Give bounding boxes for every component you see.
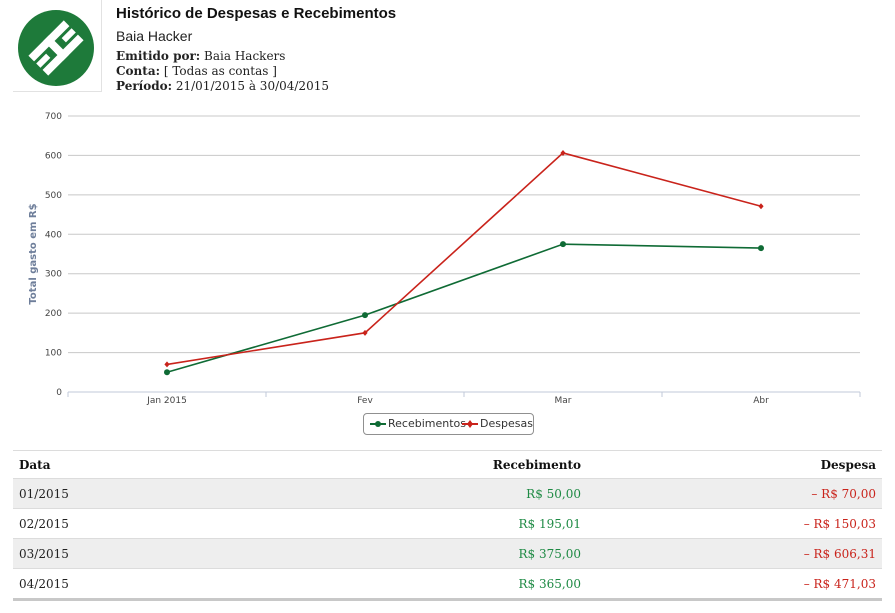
legend-label: Recebimentos (388, 417, 466, 430)
y-tick-label: 100 (45, 349, 62, 359)
table-row: 02/2015 R$ 195,01 – R$ 150,03 (13, 508, 882, 539)
data-point (164, 361, 170, 368)
period: Período: 21/01/2015 à 30/04/2015 (116, 79, 329, 93)
table-row: 01/2015 R$ 50,00 – R$ 70,00 (13, 478, 882, 509)
x-tick-label: Jan 2015 (146, 396, 187, 406)
row-expense: – R$ 606,31 (587, 538, 882, 569)
row-income: R$ 195,01 (225, 508, 587, 539)
data-point (560, 241, 566, 248)
header-date: Data (13, 450, 225, 479)
row-expense: – R$ 471,03 (587, 568, 882, 601)
x-tick-label: Mar (555, 396, 572, 406)
legend-label: Despesas (480, 417, 533, 430)
y-axis-title: Total gasto em R$ (28, 203, 39, 304)
report-header: Histórico de Despesas e Recebimentos Bai… (13, 0, 888, 93)
y-tick-label: 400 (45, 230, 62, 240)
series-line-recebimentos (166, 243, 762, 374)
row-date: 02/2015 (13, 508, 225, 539)
logo-mark (28, 20, 84, 76)
legend-line-diamond-icon (462, 420, 478, 428)
chart-legend: Recebimentos Despesas (363, 413, 534, 435)
data-point (164, 369, 170, 376)
y-tick-label: 500 (45, 191, 62, 201)
row-income: R$ 50,00 (225, 478, 587, 509)
x-tick-label: Fev (357, 396, 373, 406)
y-tick-label: 700 (45, 112, 62, 122)
emitted-by-label: Emitido por: (116, 49, 201, 63)
report-title: Histórico de Despesas e Recebimentos (116, 5, 397, 22)
y-tick-label: 200 (45, 309, 62, 319)
data-point (758, 245, 764, 252)
y-tick-label: 300 (45, 270, 62, 280)
account-value: [ Todas as contas ] (160, 64, 277, 78)
legend-line-circle-icon (370, 421, 386, 427)
emitted-by-value: Baia Hackers (200, 49, 286, 63)
logo-emblem-icon (18, 10, 94, 86)
line-chart: 0 100 200 300 400 500 600 700 Jan 2015 Fev Mar Abr T… (28, 112, 861, 406)
table-row: 04/2015 R$ 365,00 – R$ 471,03 (13, 568, 882, 601)
company-logo (13, 0, 102, 92)
data-point (560, 149, 566, 156)
company-name: Baia Hacker (116, 28, 193, 44)
data-point (362, 312, 368, 319)
row-income: R$ 365,00 (225, 568, 587, 601)
period-label: Período: (116, 79, 173, 93)
emitted-by: Emitido por: Baia Hackers (116, 49, 285, 63)
data-point (758, 203, 764, 210)
x-tick-label: Abr (753, 396, 769, 406)
account-label: Conta: (116, 64, 161, 78)
header-expense: Despesa (587, 450, 882, 479)
row-expense: – R$ 70,00 (587, 478, 882, 509)
header-income: Recebimento (225, 450, 587, 479)
row-expense: – R$ 150,03 (587, 508, 882, 539)
summary-table: Data Recebimento Despesa 01/2015 R$ 50,0… (13, 450, 882, 601)
period-value: 21/01/2015 à 30/04/2015 (172, 79, 329, 93)
series-line-despesas (166, 152, 762, 366)
row-income: R$ 375,00 (225, 538, 587, 569)
account: Conta: [ Todas as contas ] (116, 64, 277, 78)
table-row: 03/2015 R$ 375,00 – R$ 606,31 (13, 538, 882, 569)
row-date: 04/2015 (13, 568, 225, 601)
row-date: 03/2015 (13, 538, 225, 569)
y-tick-label: 600 (45, 151, 62, 161)
row-date: 01/2015 (13, 478, 225, 509)
data-point (362, 329, 368, 336)
table-header-row: Data Recebimento Despesa (13, 450, 882, 479)
y-tick-label: 0 (56, 388, 62, 398)
